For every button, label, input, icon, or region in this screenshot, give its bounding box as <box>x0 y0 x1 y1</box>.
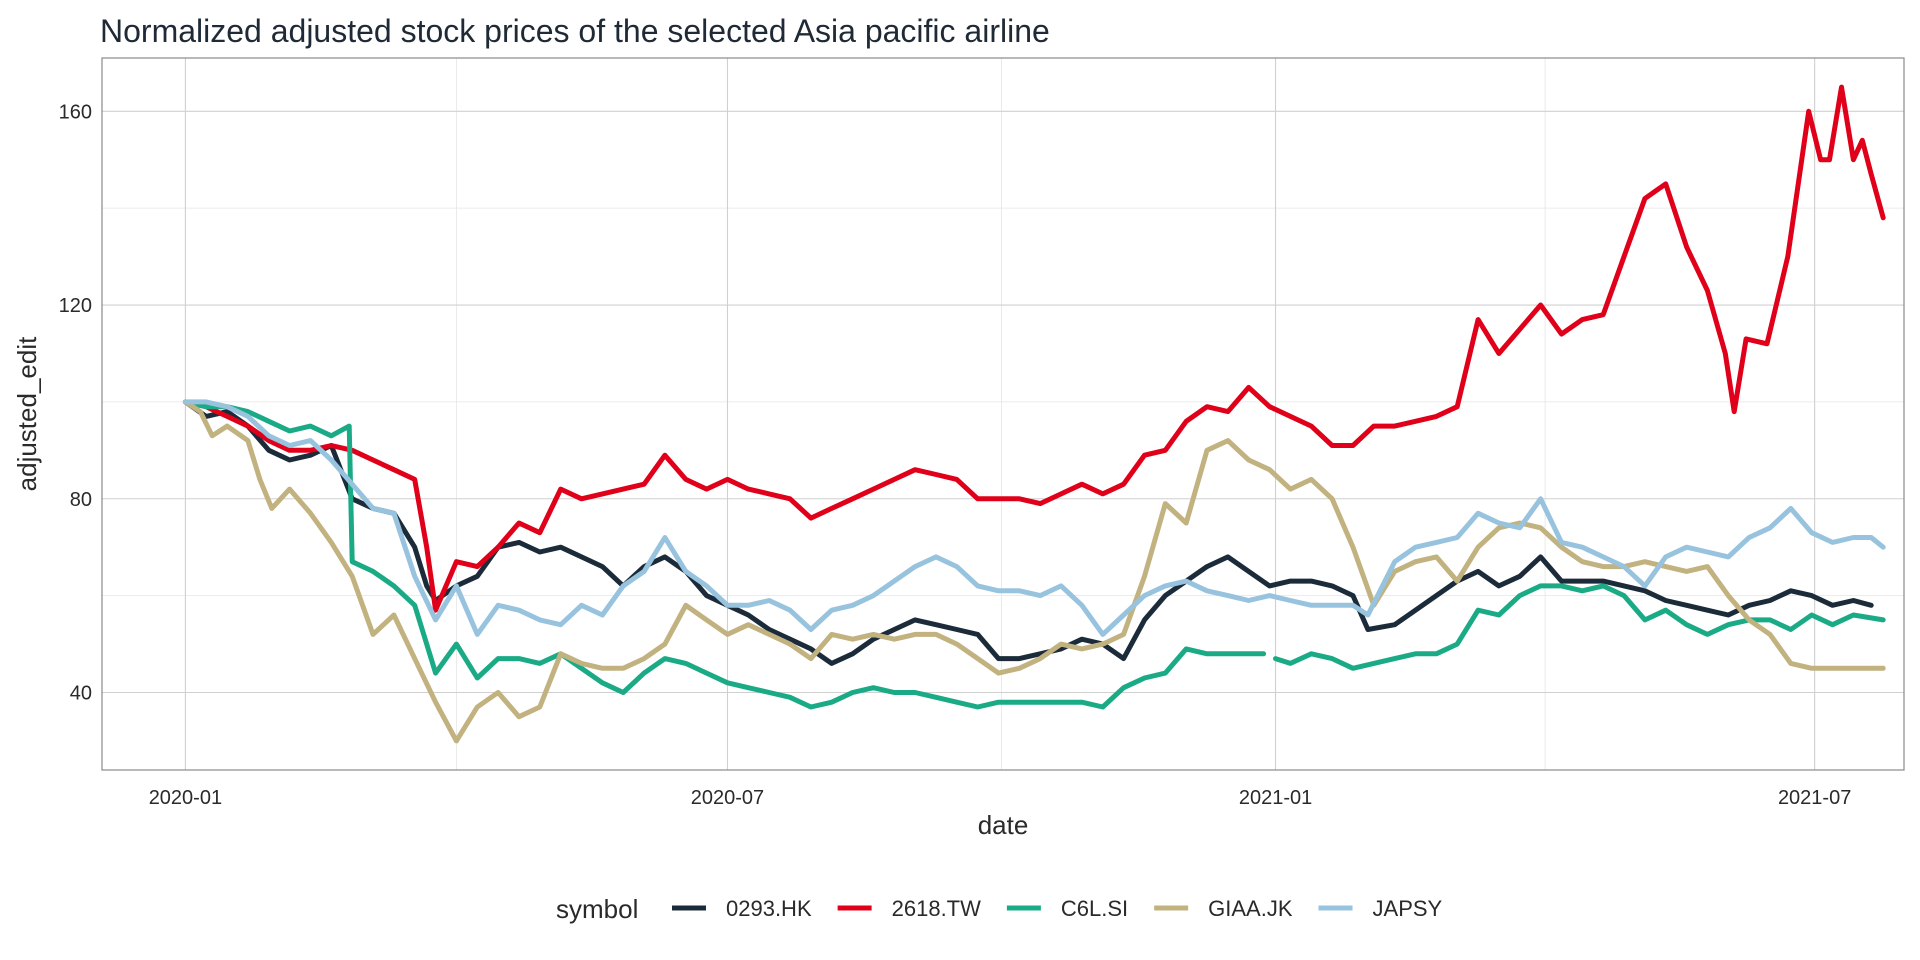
series-line-giaa-jk <box>182 399 1886 744</box>
series-line-japsy <box>182 399 1886 637</box>
series-line-c6l-si <box>182 399 1886 710</box>
legend-title: symbol <box>556 894 638 924</box>
grid <box>102 58 1904 770</box>
y-tick-label: 120 <box>59 295 92 317</box>
legend: symbol 0293.HK 2618.TW C6L.SI GIAA.JK JAPSY <box>556 894 1443 924</box>
x-tick-label: 2020-01 <box>149 787 222 809</box>
legend-label-2618-tw: 2618.TW <box>892 896 981 921</box>
x-axis-title: date <box>978 810 1029 840</box>
legend-label-giaa-jk: GIAA.JK <box>1208 896 1293 921</box>
series-line-0293-hk <box>182 399 1874 666</box>
series-layer <box>182 84 1886 744</box>
y-tick-label: 40 <box>70 683 92 705</box>
y-axis-title: adjusted_edit <box>12 336 42 491</box>
legend-label-0293-hk: 0293.HK <box>726 896 812 921</box>
series-line-2618-tw <box>182 84 1886 613</box>
legend-label-c6l-si: C6L.SI <box>1061 896 1128 921</box>
y-tick-label: 160 <box>59 101 92 123</box>
y-tick-label: 80 <box>70 489 92 511</box>
y-axis-ticks: 40 80 120 160 <box>59 101 92 704</box>
x-tick-label: 2021-07 <box>1778 787 1851 809</box>
legend-items: 0293.HK 2618.TW C6L.SI GIAA.JK JAPSY <box>672 896 1443 921</box>
plot-panel-border <box>101 57 1905 771</box>
chart-title: Normalized adjusted stock prices of the … <box>100 13 1050 49</box>
x-tick-label: 2021-01 <box>1239 787 1312 809</box>
legend-label-japsy: JAPSY <box>1373 896 1443 921</box>
x-tick-label: 2020-07 <box>691 787 764 809</box>
x-axis-ticks: 2020-01 2020-07 2021-01 2021-07 <box>149 787 1852 809</box>
